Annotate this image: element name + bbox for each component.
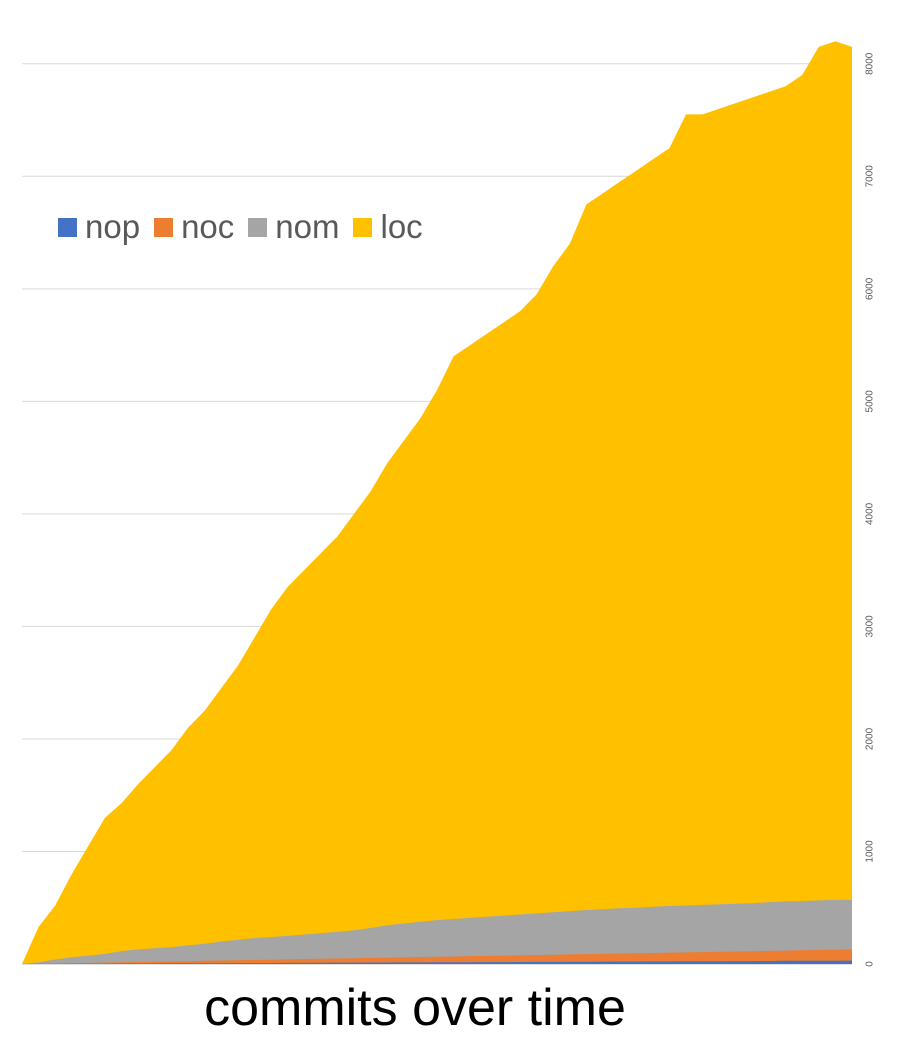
- legend-label-noc: noc: [181, 208, 235, 245]
- y-tick-label-0: 0: [865, 961, 876, 967]
- y-tick-label-3000: 3000: [865, 615, 876, 638]
- y-tick-label-6000: 6000: [865, 277, 876, 300]
- series-areas: [22, 41, 852, 965]
- y-tick-label-8000: 8000: [865, 52, 876, 75]
- y-tick-label-2000: 2000: [865, 727, 876, 750]
- y-axis-ticks: 0 1000 2000 3000 4000 5000 6000 7000 8000: [865, 52, 876, 967]
- area-series-nom: [22, 899, 852, 964]
- y-tick-label-4000: 4000: [865, 502, 876, 525]
- legend-item-loc: loc: [353, 208, 423, 246]
- legend-label-loc: loc: [380, 208, 423, 245]
- x-axis-label: commits over time: [204, 979, 626, 1037]
- area-series-loc: [22, 41, 852, 965]
- legend-label-nom: nom: [275, 208, 340, 245]
- legend-swatch-nom: [248, 217, 268, 237]
- legend-swatch-noc: [154, 217, 174, 237]
- area-series-noc: [22, 949, 852, 964]
- legend-label-nop: nop: [85, 208, 141, 245]
- legend-item-nom: nom: [248, 208, 339, 246]
- y-tick-label-5000: 5000: [865, 390, 876, 413]
- legend-item-nop: nop: [58, 208, 140, 246]
- legend-item-noc: noc: [154, 208, 234, 246]
- y-tick-label-1000: 1000: [865, 840, 876, 863]
- legend-swatch-nop: [58, 217, 77, 237]
- area-series-nop: [22, 960, 852, 964]
- legend: nop noc nom loc: [58, 208, 437, 246]
- legend-swatch-loc: [353, 217, 373, 237]
- y-tick-label-7000: 7000: [865, 165, 876, 188]
